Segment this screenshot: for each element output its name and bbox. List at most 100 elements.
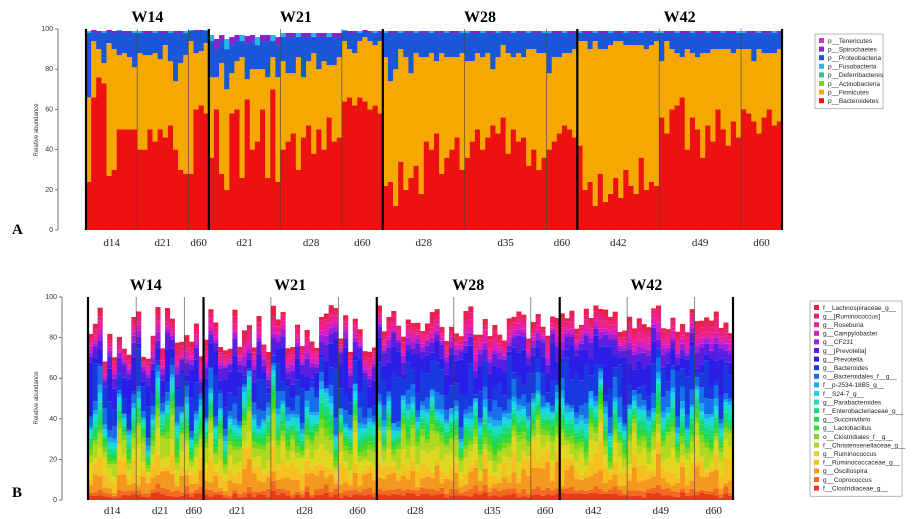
bar-segment-taxon <box>396 473 402 481</box>
bar-segment-taxon <box>487 336 493 341</box>
bar-segment-taxon <box>545 424 551 431</box>
bar-segment-taxon <box>424 323 431 330</box>
bar-segment-bacteroidetes <box>602 201 609 230</box>
bar-segment-taxon <box>463 340 469 346</box>
bar-segment-firmicutes <box>638 45 645 158</box>
bar-segment-taxon <box>511 417 517 424</box>
bar-segment-taxon <box>352 318 358 323</box>
bar-segment-bacteroidetes <box>526 165 532 230</box>
bar-segment-taxon <box>593 328 599 336</box>
bar-segment-proteobacteria <box>121 33 128 54</box>
bar-segment-proteobacteria <box>300 37 307 78</box>
bar-segment-taxon <box>680 415 686 422</box>
bar-segment-taxon <box>718 327 724 332</box>
bar-segment-taxon <box>463 332 469 341</box>
bar-segment-taxon <box>266 497 272 500</box>
bar-segment-taxon <box>699 424 705 432</box>
bar-segment-taxon <box>699 411 705 414</box>
bar-segment-taxon <box>559 333 565 342</box>
bar-segment-taxon <box>391 446 397 450</box>
bar-segment-taxon <box>275 426 281 434</box>
bar-segment-taxon <box>453 420 459 425</box>
bar-segment-taxon <box>343 490 349 496</box>
bar-segment-taxon <box>391 461 397 466</box>
bar-segment-taxon <box>102 487 108 493</box>
bar-segment-taxon <box>497 437 503 444</box>
bar-segment-taxon <box>112 495 118 499</box>
bar-segment-taxon <box>540 342 546 357</box>
bar-segment-proteobacteria <box>132 33 138 68</box>
bar-segment-taxon <box>256 425 262 429</box>
bar-segment-taxon <box>136 444 142 475</box>
bar-segment-taxon <box>203 378 209 386</box>
bar-segment-taxon <box>217 364 224 369</box>
bar-segment-taxon <box>150 492 156 500</box>
bar-segment-taxon <box>583 493 589 500</box>
bar-segment-taxon <box>718 348 724 359</box>
bar-segment-taxon <box>424 338 431 341</box>
bar-segment-taxon <box>492 325 498 332</box>
bar-segment-taxon <box>217 408 224 411</box>
bar-segment-taxon <box>246 382 252 389</box>
bar-segment-taxon <box>492 484 498 489</box>
bar-segment-taxon <box>530 322 536 330</box>
bar-segment-taxon <box>694 491 700 496</box>
bar-segment-taxon <box>155 320 161 325</box>
bar-segment-proteobacteria <box>495 33 501 58</box>
bar-segment-taxon <box>434 494 440 500</box>
bar-segment-taxon <box>391 311 397 316</box>
bar-segment-taxon <box>112 442 118 448</box>
bar-segment-proteobacteria <box>434 33 440 62</box>
bar-segment-bacteroidetes <box>771 125 778 230</box>
bar-segment-taxon <box>352 421 358 433</box>
bar-segment-taxon <box>636 421 642 429</box>
bar-segment-taxon <box>328 322 334 328</box>
bar-segment-bacteroidetes <box>408 177 414 230</box>
bar-segment-firmicutes <box>219 63 225 174</box>
bar-segment-taxon <box>655 492 662 500</box>
bar-segment-taxon <box>612 420 618 426</box>
bar-segment-bacteroidetes <box>648 181 655 230</box>
bar-segment-taxon <box>434 427 440 432</box>
bar-segment-taxon <box>275 408 281 415</box>
bar-segment-taxon <box>482 485 488 493</box>
bar-segment-taxon <box>415 343 421 354</box>
bar-segment-taxon <box>526 475 532 495</box>
bar-segment-taxon <box>612 311 618 319</box>
bar-segment-taxon <box>150 440 156 447</box>
bar-segment-taxon <box>453 411 459 417</box>
bar-segment-taxon <box>578 489 585 494</box>
bar-segment-bacteroidetes <box>213 109 220 230</box>
bar-segment-taxon <box>463 427 469 431</box>
bar-segment-taxon <box>429 416 435 425</box>
bar-segment-taxon <box>88 479 94 486</box>
bar-segment-taxon <box>665 423 671 429</box>
bar-segment-taxon <box>680 408 686 416</box>
bar-segment-taxon <box>554 422 561 427</box>
bar-segment-minor <box>500 31 506 34</box>
bar-segment-taxon <box>665 344 671 348</box>
bar-segment-taxon <box>535 390 541 394</box>
bar-segment-taxon <box>569 429 575 434</box>
bar-segment-proteobacteria <box>505 33 512 54</box>
bar-segment-taxon <box>458 492 464 496</box>
bar-segment-taxon <box>675 443 681 448</box>
bar-segment-taxon <box>285 348 291 355</box>
bar-segment-taxon <box>574 443 580 450</box>
bar-segment-taxon <box>511 472 517 489</box>
bar-segment-proteobacteria <box>178 33 184 64</box>
bar-segment-taxon <box>381 440 387 445</box>
bar-segment-taxon <box>261 491 267 495</box>
bar-segment-taxon <box>675 371 681 417</box>
bar-segment-taxon <box>415 471 421 487</box>
bar-segment-taxon <box>155 483 161 493</box>
bar-segment-taxon <box>189 359 195 365</box>
bar-segment-taxon <box>367 494 373 500</box>
bar-segment-taxon <box>713 488 719 496</box>
bar-segment-taxon <box>458 340 464 345</box>
bar-segment-taxon <box>607 470 613 474</box>
bar-segment-taxon <box>193 426 200 433</box>
bar-segment-taxon <box>140 497 147 500</box>
bar-segment-taxon <box>550 413 556 417</box>
bar-segment-minor <box>362 30 368 32</box>
